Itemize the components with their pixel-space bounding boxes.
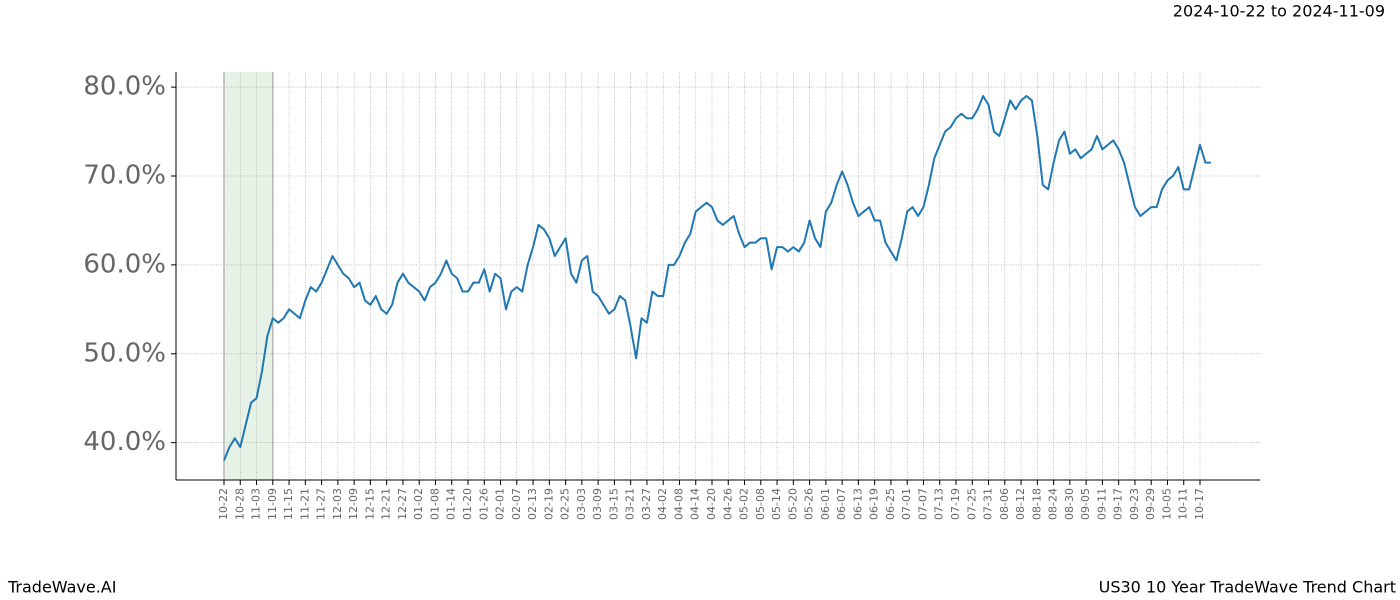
- x-tick-label: 05-26: [803, 488, 816, 520]
- x-tick-label: 07-07: [916, 488, 929, 520]
- y-tick-label: 50.0%: [83, 338, 166, 368]
- y-tick-label: 60.0%: [83, 249, 166, 279]
- x-tick-label: 02-19: [542, 488, 555, 520]
- x-tick-label: 06-25: [884, 488, 897, 520]
- x-tick-label: 03-15: [607, 488, 620, 520]
- x-tick-label: 04-14: [689, 488, 702, 520]
- x-tick-label: 10-17: [1193, 488, 1206, 520]
- x-tick-label: 12-27: [396, 488, 409, 520]
- x-tick-label: 02-01: [494, 488, 507, 520]
- x-tick-label: 04-26: [721, 488, 734, 520]
- x-tick-label: 06-01: [819, 488, 832, 520]
- x-tick-label: 10-28: [233, 488, 246, 520]
- x-tick-label: 11-15: [282, 488, 295, 520]
- x-tick-label: 08-30: [1063, 488, 1076, 520]
- x-tick-label: 05-02: [738, 488, 751, 520]
- x-tick-label: 08-12: [1014, 488, 1027, 520]
- x-tick-label: 10-22: [217, 488, 230, 520]
- x-tick-label: 05-14: [770, 488, 783, 520]
- x-tick-label: 04-20: [705, 488, 718, 520]
- subtitle: 2024-10-22 to 2024-11-09: [1173, 2, 1385, 21]
- x-tick-label: 01-08: [428, 488, 441, 520]
- x-tick-label: 06-13: [851, 488, 864, 520]
- y-tick-label: 40.0%: [83, 427, 166, 457]
- x-tick-label: 11-27: [315, 488, 328, 520]
- x-tick-label: 11-03: [250, 488, 263, 520]
- x-tick-label: 01-02: [412, 488, 425, 520]
- x-tick-label: 11-21: [298, 488, 311, 520]
- x-tick-label: 08-24: [1047, 488, 1060, 520]
- x-tick-label: 02-13: [526, 488, 539, 520]
- x-tick-label: 07-01: [900, 488, 913, 520]
- x-tick-label: 12-09: [347, 488, 360, 520]
- x-tick-label: 10-11: [1177, 488, 1190, 520]
- x-tick-label: 09-23: [1128, 488, 1141, 520]
- x-tick-label: 07-13: [933, 488, 946, 520]
- brand: TradeWave.AI: [7, 578, 116, 597]
- x-tick-label: 12-15: [363, 488, 376, 520]
- x-tick-label: 12-03: [331, 488, 344, 520]
- x-tick-label: 08-06: [998, 488, 1011, 520]
- x-tick-label: 12-21: [380, 488, 393, 520]
- highlight-band: [224, 72, 273, 480]
- x-tick-label: 01-20: [461, 488, 474, 520]
- x-tick-label: 05-20: [786, 488, 799, 520]
- x-tick-label: 06-19: [868, 488, 881, 520]
- x-tick-label: 05-08: [754, 488, 767, 520]
- x-tick-label: 03-09: [591, 488, 604, 520]
- x-tick-label: 04-08: [672, 488, 685, 520]
- x-tick-label: 01-14: [445, 488, 458, 520]
- x-tick-label: 08-18: [1030, 488, 1043, 520]
- x-tick-label: 02-25: [559, 488, 572, 520]
- x-tick-label: 03-21: [624, 488, 637, 520]
- x-tick-label: 03-03: [575, 488, 588, 520]
- x-tick-label: 09-29: [1144, 488, 1157, 520]
- x-tick-label: 04-02: [656, 488, 669, 520]
- x-tick-label: 06-07: [835, 488, 848, 520]
- x-tick-label: 07-19: [949, 488, 962, 520]
- x-tick-label: 07-31: [982, 488, 995, 520]
- x-tick-label: 07-25: [965, 488, 978, 520]
- x-tick-label: 09-05: [1079, 488, 1092, 520]
- y-tick-label: 80.0%: [83, 72, 166, 102]
- x-tick-label: 09-11: [1095, 488, 1108, 520]
- x-tick-label: 03-27: [640, 488, 653, 520]
- y-tick-label: 70.0%: [83, 161, 166, 191]
- chart-title: US30 10 Year TradeWave Trend Chart: [1099, 578, 1396, 597]
- x-tick-label: 09-17: [1112, 488, 1125, 520]
- x-tick-label: 11-09: [266, 488, 279, 520]
- x-tick-label: 02-07: [510, 488, 523, 520]
- x-tick-label: 01-26: [477, 488, 490, 520]
- line-series: [223, 95, 1211, 461]
- x-tick-label: 10-05: [1160, 488, 1173, 520]
